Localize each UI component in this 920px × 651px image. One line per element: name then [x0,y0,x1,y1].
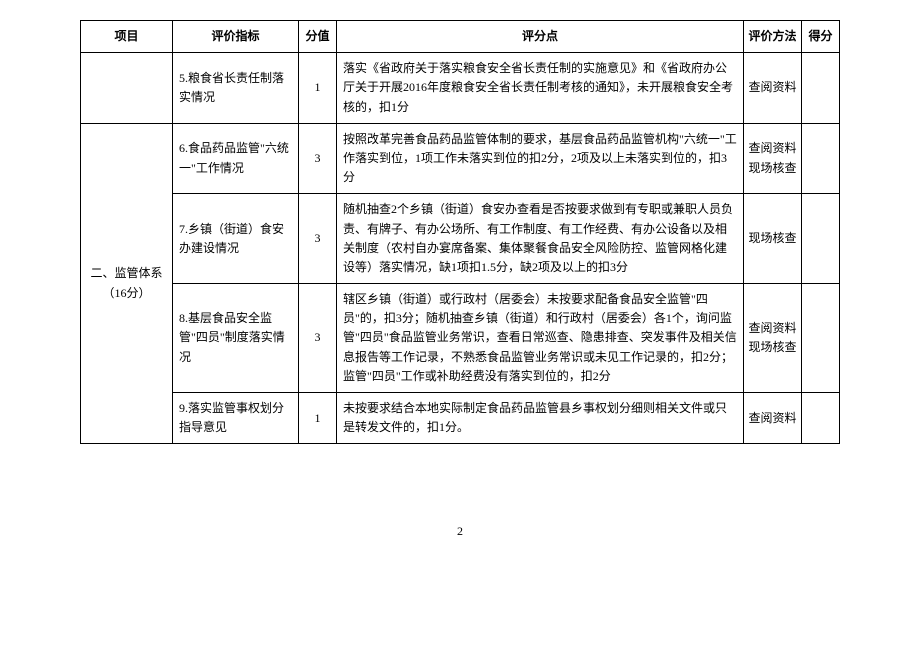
table-header-row: 项目 评价指标 分值 评分点 评价方法 得分 [81,21,840,53]
table-row: 7.乡镇（街道）食安办建设情况 3 随机抽查2个乡镇（街道）食安办查看是否按要求… [81,194,840,284]
cell-indicator: 7.乡镇（街道）食安办建设情况 [173,194,299,284]
cell-method: 查阅资料 [744,393,802,444]
cell-point: 未按要求结合本地实际制定食品药品监管县乡事权划分细则相关文件或只是转发文件的，扣… [337,393,744,444]
cell-score: 3 [299,284,337,393]
table-row: 9.落实监管事权划分指导意见 1 未按要求结合本地实际制定食品药品监管县乡事权划… [81,393,840,444]
cell-indicator: 5.粮食省长责任制落实情况 [173,53,299,124]
cell-point: 辖区乡镇（街道）或行政村（居委会）未按要求配备食品安全监管"四员"的，扣3分；随… [337,284,744,393]
cell-project: 二、监管体系（16分） [81,123,173,444]
cell-score: 1 [299,393,337,444]
cell-indicator: 6.食品药品监管"六统一"工作情况 [173,123,299,194]
header-result: 得分 [802,21,840,53]
cell-point: 落实《省政府关于落实粮食安全省长责任制的实施意见》和《省政府办公厅关于开展201… [337,53,744,124]
cell-score: 1 [299,53,337,124]
cell-result [802,393,840,444]
cell-score: 3 [299,123,337,194]
header-score: 分值 [299,21,337,53]
table-row: 8.基层食品安全监管"四员"制度落实情况 3 辖区乡镇（街道）或行政村（居委会）… [81,284,840,393]
cell-method: 查阅资料现场核查 [744,284,802,393]
cell-method: 查阅资料现场核查 [744,123,802,194]
header-indicator: 评价指标 [173,21,299,53]
cell-point: 按照改革完善食品药品监管体制的要求，基层食品药品监管机构"六统一"工作落实到位，… [337,123,744,194]
cell-result [802,123,840,194]
cell-result [802,284,840,393]
cell-method: 查阅资料 [744,53,802,124]
table-row: 二、监管体系（16分） 6.食品药品监管"六统一"工作情况 3 按照改革完善食品… [81,123,840,194]
cell-indicator: 9.落实监管事权划分指导意见 [173,393,299,444]
cell-result [802,194,840,284]
cell-point: 随机抽查2个乡镇（街道）食安办查看是否按要求做到有专职或兼职人员负责、有牌子、有… [337,194,744,284]
header-method: 评价方法 [744,21,802,53]
header-point: 评分点 [337,21,744,53]
header-project: 项目 [81,21,173,53]
evaluation-table: 项目 评价指标 分值 评分点 评价方法 得分 5.粮食省长责任制落实情况 1 落… [80,20,840,444]
cell-project-empty [81,53,173,124]
page-number: 2 [80,524,840,539]
cell-result [802,53,840,124]
table-row: 5.粮食省长责任制落实情况 1 落实《省政府关于落实粮食安全省长责任制的实施意见… [81,53,840,124]
cell-indicator: 8.基层食品安全监管"四员"制度落实情况 [173,284,299,393]
cell-method: 现场核查 [744,194,802,284]
cell-score: 3 [299,194,337,284]
